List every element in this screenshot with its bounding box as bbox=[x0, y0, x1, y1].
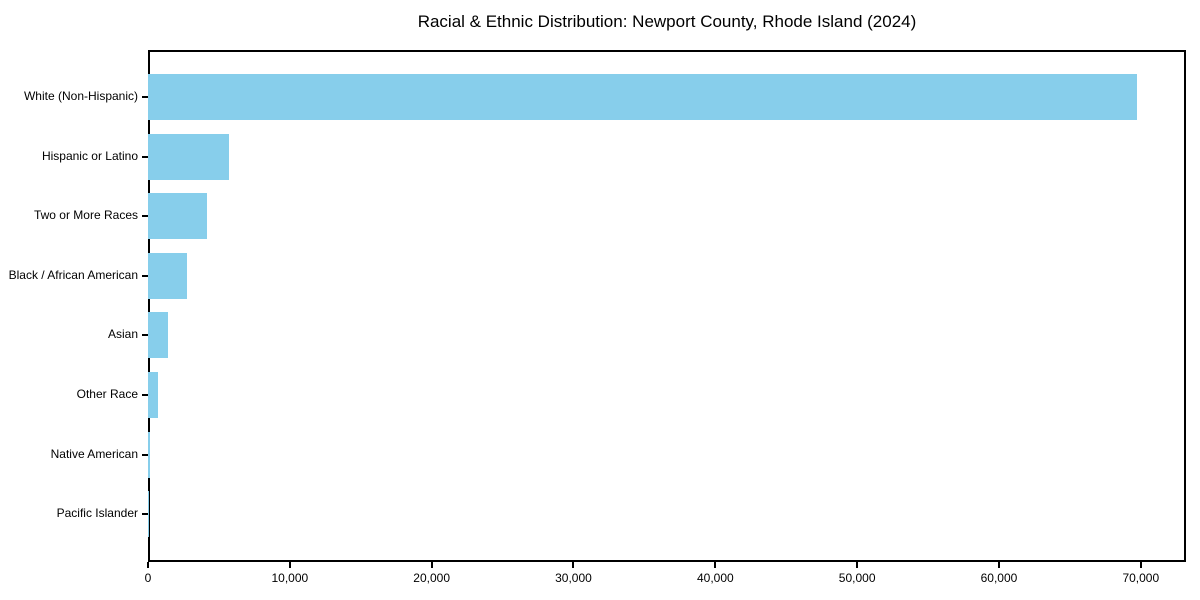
x-tick-label: 20,000 bbox=[413, 571, 450, 585]
bar-white-non-hispanic bbox=[148, 74, 1137, 120]
y-tick-label: Native American bbox=[50, 446, 138, 461]
x-tick-label: 0 bbox=[144, 571, 152, 585]
x-tick-label: 40,000 bbox=[696, 571, 734, 585]
x-tick-mark bbox=[147, 562, 149, 568]
y-tick-mark bbox=[142, 513, 148, 516]
x-tick-mark bbox=[714, 562, 717, 568]
bar-two-or-more-races bbox=[148, 193, 207, 240]
y-tick-mark bbox=[142, 215, 148, 218]
plot-area bbox=[148, 50, 1186, 562]
y-tick-mark bbox=[142, 274, 148, 277]
y-tick-label: Other Race bbox=[76, 387, 138, 401]
x-tick-label: 50,000 bbox=[838, 571, 876, 585]
x-tick-mark bbox=[288, 562, 291, 568]
x-tick-label: 30,000 bbox=[555, 571, 592, 585]
y-tick-mark bbox=[142, 96, 148, 98]
bar-black-african-american bbox=[148, 252, 187, 299]
bar-other-race bbox=[148, 372, 159, 418]
x-tick-label: 10,000 bbox=[271, 571, 309, 585]
y-tick-label: Two or More Races bbox=[33, 208, 138, 223]
bar-hispanic-or-latino bbox=[148, 133, 229, 180]
bar-native-american bbox=[148, 431, 151, 478]
y-tick-label: Hispanic or Latino bbox=[41, 148, 138, 163]
y-tick-mark bbox=[142, 155, 148, 158]
chart-title: Racial & Ethnic Distribution: Newport Co… bbox=[417, 12, 917, 31]
x-tick-mark bbox=[1139, 562, 1142, 568]
y-tick-label: White (Non-Hispanic) bbox=[23, 89, 138, 103]
x-tick-mark bbox=[856, 562, 859, 568]
x-tick-mark bbox=[572, 562, 575, 568]
y-tick-label: Black / African American bbox=[8, 267, 138, 282]
x-tick-mark bbox=[997, 562, 1000, 568]
y-tick-mark bbox=[142, 394, 148, 396]
y-tick-label: Asian bbox=[107, 327, 138, 342]
x-tick-mark bbox=[430, 562, 433, 568]
y-tick-label: Pacific Islander bbox=[56, 506, 138, 521]
y-tick-mark bbox=[142, 334, 148, 337]
x-tick-label: 60,000 bbox=[980, 571, 1018, 585]
y-tick-mark bbox=[142, 453, 148, 456]
x-tick-label: 70,000 bbox=[1122, 571, 1160, 585]
bar-asian bbox=[148, 312, 168, 359]
